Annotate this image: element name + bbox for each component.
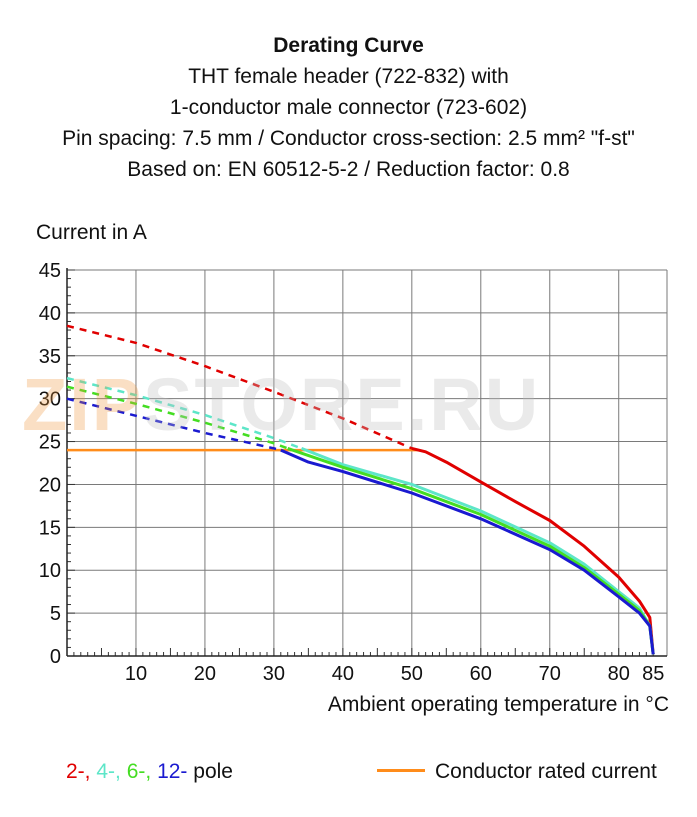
legend-pole-12: 12- [157, 760, 188, 783]
watermark: ZIPSTORE.RU [22, 362, 540, 447]
series-2-dashed [66, 324, 413, 450]
x-tick-label: 85 [642, 663, 664, 685]
y-tick-label: 10 [39, 560, 61, 582]
y-tick-label: 25 [39, 432, 61, 454]
y-tick-label: 30 [39, 389, 61, 411]
y-tick-label: 0 [50, 646, 61, 668]
x-tick-label: 60 [470, 663, 492, 685]
watermark-rest: STORE.RU [143, 363, 541, 446]
y-axis-label: Current in A [36, 221, 147, 244]
x-tick-label: 40 [332, 663, 354, 685]
legend-pole-2: 2-, [66, 760, 91, 783]
x-tick-label: 20 [194, 663, 216, 685]
x-tick-label: 80 [608, 663, 630, 685]
chart-subtitle-1: THT female header (722-832) with [188, 65, 509, 88]
legend-rated: Conductor rated current [377, 760, 657, 784]
y-tick-label: 15 [39, 517, 61, 539]
chart-subtitle-4: Based on: EN 60512-5-2 / Reduction facto… [127, 158, 570, 181]
watermark-zip: ZIP [22, 363, 144, 446]
legend-rated-line [377, 768, 425, 772]
legend-rated-label: Conductor rated current [435, 760, 657, 783]
series-2-solid [411, 446, 655, 655]
plot-area [67, 270, 667, 656]
y-tick-label: 20 [39, 474, 61, 496]
chart-subtitle-3: Pin spacing: 7.5 mm / Conductor cross-se… [62, 127, 635, 150]
series-4-dashed [66, 376, 302, 450]
legend-pole-4: 4-, [96, 760, 121, 783]
legend-pole-suffix: pole [193, 760, 233, 783]
series-12-solid [280, 448, 655, 655]
chart-subtitle-2: 1-conductor male connector (723-602) [169, 96, 528, 119]
chart-title: Derating Curve [273, 34, 424, 57]
legend-pole-6: 6-, [126, 760, 152, 783]
x-tick-label: 50 [401, 663, 423, 685]
x-tick-label: 70 [539, 663, 561, 685]
x-axis-label: Ambient operating temperature in °C [327, 693, 669, 716]
x-tick-label: 30 [263, 663, 285, 685]
y-tick-label: 5 [50, 603, 61, 625]
x-tick-label: 10 [125, 663, 147, 685]
chart-title-block: Derating Curve THT female header (722-83… [0, 30, 697, 185]
y-tick-label: 35 [39, 346, 61, 368]
y-tick-label: 40 [39, 303, 61, 325]
legend-poles: 2-, 4-, 6-, 12- pole [66, 760, 233, 784]
y-tick-label: 45 [39, 260, 61, 282]
